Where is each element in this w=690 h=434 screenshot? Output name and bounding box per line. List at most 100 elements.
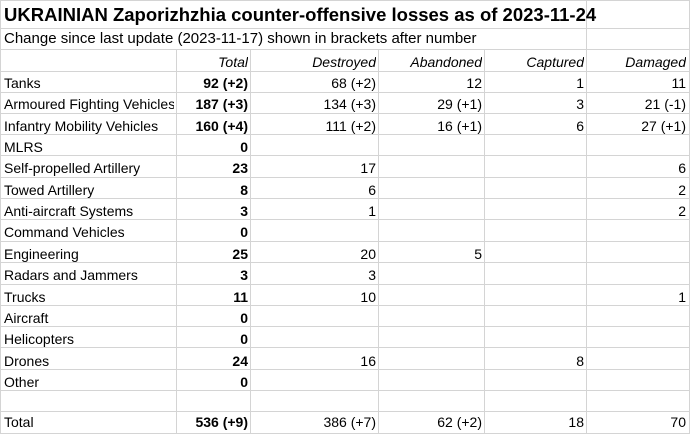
row-label[interactable]: Tanks: [4, 75, 41, 91]
cell-damaged[interactable]: [588, 137, 686, 158]
row-label[interactable]: Radars and Jammers: [4, 267, 138, 283]
row-label[interactable]: Infantry Mobility Vehicles: [4, 118, 159, 134]
header-destroyed[interactable]: Destroyed: [312, 54, 376, 70]
cell-total[interactable]: 160 (+4): [195, 118, 248, 134]
cell-captured[interactable]: 8: [576, 353, 584, 369]
cell-destroyed[interactable]: 3: [368, 267, 376, 283]
cell-destroyed[interactable]: [252, 222, 376, 243]
cell-damaged[interactable]: 1: [678, 289, 686, 305]
cell-captured[interactable]: [486, 329, 584, 350]
cell-total[interactable]: 0: [240, 139, 248, 155]
cell-total[interactable]: 25: [232, 246, 248, 262]
cell-captured[interactable]: [486, 287, 584, 308]
cell-abandoned[interactable]: 12: [466, 75, 482, 91]
row-label[interactable]: Other: [4, 374, 40, 390]
total-row-damaged[interactable]: 70: [670, 414, 686, 430]
cell-abandoned[interactable]: [380, 287, 482, 308]
total-row-captured[interactable]: 18: [568, 414, 584, 430]
cell-destroyed[interactable]: 111 (+2): [325, 118, 376, 134]
cell-total[interactable]: 187 (+3): [195, 96, 248, 112]
cell-total[interactable]: 0: [240, 331, 248, 347]
row-label[interactable]: Engineering: [4, 246, 79, 262]
cell-destroyed[interactable]: [252, 308, 376, 329]
cell-abandoned[interactable]: 29 (+1): [437, 96, 482, 112]
sheet-subtitle[interactable]: Change since last update (2023-11-17) sh…: [4, 30, 477, 47]
cell-total[interactable]: 0: [240, 224, 248, 240]
cell-damaged[interactable]: [588, 308, 686, 329]
cell-total[interactable]: 11: [233, 289, 248, 305]
cell-damaged[interactable]: [588, 351, 686, 372]
header-abandoned[interactable]: Abandoned: [410, 54, 482, 70]
cell-total[interactable]: 8: [240, 182, 248, 198]
row-label[interactable]: Self-propelled Artillery: [4, 160, 141, 176]
total-row-destroyed[interactable]: 386 (+7): [323, 414, 376, 430]
cell-captured[interactable]: [486, 308, 584, 329]
row-label[interactable]: Drones: [4, 353, 50, 369]
cell-total[interactable]: 0: [240, 310, 248, 326]
cell-captured[interactable]: [486, 201, 584, 222]
cell-abandoned[interactable]: [380, 158, 482, 179]
cell-captured[interactable]: [486, 137, 584, 158]
cell-abandoned[interactable]: 5: [474, 246, 482, 262]
cell-damaged[interactable]: [588, 265, 686, 286]
cell-damaged[interactable]: 11: [671, 75, 686, 91]
cell-abandoned[interactable]: 16 (+1): [437, 118, 482, 134]
cell-destroyed[interactable]: 1: [368, 203, 376, 219]
sheet-title[interactable]: UKRAINIAN Zaporizhzhia counter-offensive…: [4, 4, 597, 25]
cell-captured[interactable]: [486, 158, 584, 179]
cell-abandoned[interactable]: [380, 201, 482, 222]
row-label[interactable]: Command Vehicles: [4, 224, 125, 240]
cell-captured[interactable]: [486, 372, 584, 393]
cell-captured[interactable]: [486, 265, 584, 286]
cell-total[interactable]: 3: [240, 267, 248, 283]
cell-destroyed[interactable]: [252, 137, 376, 158]
total-row-label[interactable]: Total: [4, 414, 34, 430]
cell-destroyed[interactable]: [252, 372, 376, 393]
row-label[interactable]: MLRS: [4, 139, 43, 155]
row-label[interactable]: Helicopters: [4, 331, 75, 347]
cell-total[interactable]: 0: [240, 374, 248, 390]
cell-destroyed[interactable]: 68 (+2): [331, 75, 376, 91]
row-label[interactable]: Trucks: [4, 289, 46, 305]
cell-destroyed[interactable]: 20: [360, 246, 376, 262]
row-label[interactable]: Aircraft: [4, 310, 49, 326]
cell-destroyed[interactable]: [252, 329, 376, 350]
cell-captured[interactable]: 6: [576, 118, 584, 134]
cell-total[interactable]: 3: [240, 203, 248, 219]
cell-abandoned[interactable]: [380, 329, 482, 350]
cell-damaged[interactable]: [588, 222, 686, 243]
cell-captured[interactable]: [486, 180, 584, 201]
cell-abandoned[interactable]: [380, 180, 482, 201]
cell-total[interactable]: 24: [232, 353, 248, 369]
cell-damaged[interactable]: [588, 372, 686, 393]
header-total[interactable]: Total: [218, 54, 248, 70]
cell-abandoned[interactable]: [380, 222, 482, 243]
cell-damaged[interactable]: 2: [678, 182, 686, 198]
cell-destroyed[interactable]: 134 (+3): [323, 96, 376, 112]
cell-abandoned[interactable]: [380, 351, 482, 372]
cell-abandoned[interactable]: [380, 308, 482, 329]
cell-damaged[interactable]: 21 (-1): [644, 96, 686, 112]
cell-abandoned[interactable]: [380, 372, 482, 393]
cell-captured[interactable]: 1: [576, 75, 584, 91]
cell-captured[interactable]: 3: [576, 96, 584, 112]
total-row-abandoned[interactable]: 62 (+2): [437, 414, 482, 430]
cell-damaged[interactable]: [588, 244, 686, 265]
cell-destroyed[interactable]: 17: [360, 160, 376, 176]
cell-destroyed[interactable]: 10: [360, 289, 376, 305]
cell-destroyed[interactable]: 6: [368, 182, 376, 198]
cell-captured[interactable]: [486, 222, 584, 243]
cell-captured[interactable]: [486, 244, 584, 265]
header-damaged[interactable]: Damaged: [625, 54, 686, 70]
total-row-total[interactable]: 536 (+9): [195, 414, 248, 430]
cell-total[interactable]: 92 (+2): [203, 75, 248, 91]
row-label[interactable]: Armoured Fighting Vehicles: [4, 96, 174, 112]
row-label[interactable]: Towed Artillery: [4, 182, 95, 198]
cell-damaged[interactable]: 27 (+1): [641, 118, 686, 134]
cell-destroyed[interactable]: 16: [360, 353, 376, 369]
cell-damaged[interactable]: 2: [678, 203, 686, 219]
cell-abandoned[interactable]: [380, 137, 482, 158]
cell-total[interactable]: 23: [232, 160, 248, 176]
cell-damaged[interactable]: [588, 329, 686, 350]
cell-damaged[interactable]: 6: [678, 160, 686, 176]
